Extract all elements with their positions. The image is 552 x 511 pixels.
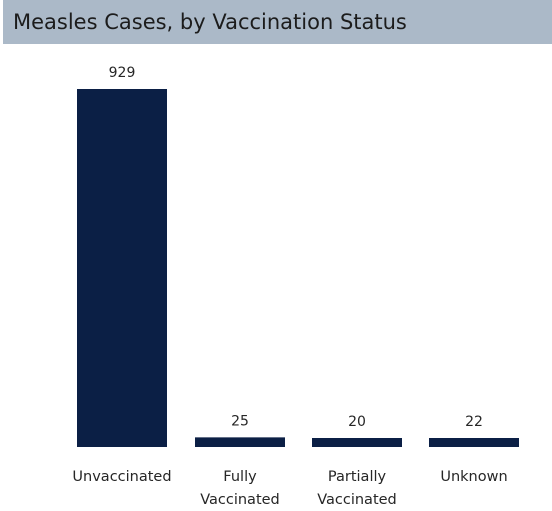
- bar-3: [429, 438, 519, 447]
- bar-1: [195, 437, 285, 447]
- category-labels: Unvaccinated Fully Vaccinated Partially Vacc…: [72, 469, 507, 508]
- category-label-1-line-1: Vaccinated: [200, 492, 280, 508]
- value-label-1: 25: [231, 413, 249, 429]
- value-label-0: 929: [109, 65, 136, 81]
- category-label-2-line-0: Partially: [328, 469, 387, 485]
- category-label-2-line-1: Vaccinated: [317, 492, 397, 508]
- value-label-2: 20: [348, 414, 366, 430]
- chart-title: Measles Cases, by Vaccination Status: [3, 0, 552, 44]
- bar-0: [77, 89, 167, 447]
- category-label-0-line-0: Unvaccinated: [72, 469, 171, 485]
- category-label-1-line-0: Fully: [223, 469, 257, 485]
- bar-2: [312, 438, 402, 447]
- bar-series: [77, 89, 519, 447]
- value-label-3: 22: [465, 414, 483, 430]
- value-labels: 929 25 20 22: [109, 65, 483, 430]
- category-label-3-line-0: Unknown: [440, 469, 507, 485]
